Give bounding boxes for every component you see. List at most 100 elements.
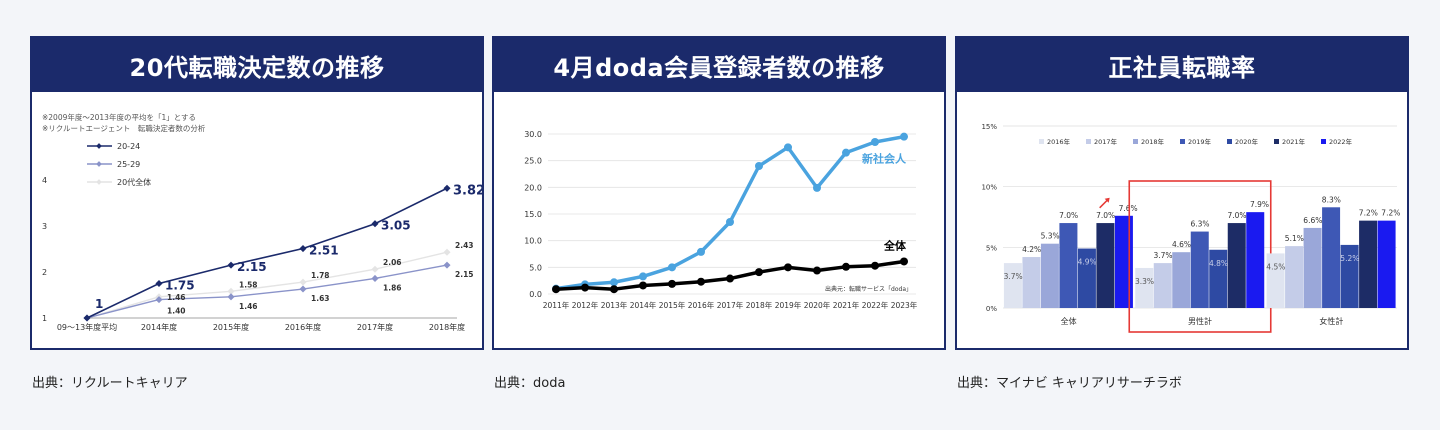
data-label: 1.46 [167,293,186,302]
series-line [86,187,448,319]
data-point [299,278,307,286]
panel-title: 4月doda会員登録者数の推移 [494,38,944,92]
y-tick-label: 5.0 [529,263,542,272]
data-point [83,314,91,322]
y-tick-label: 10% [981,184,997,192]
data-point [813,183,821,192]
data-label: 7.6% [1119,204,1138,213]
x-tick-label: 2017年 [717,300,744,310]
x-tick-label: 2014年 [630,300,657,310]
data-label: 7.0% [1096,211,1115,220]
data-label: 5.1% [1285,234,1304,243]
data-label: 1.86 [383,283,402,292]
data-point [227,261,235,269]
data-point [227,287,235,295]
data-point [900,132,908,141]
data-label: 5.3% [1041,232,1060,241]
data-label: 8.3% [1322,195,1341,204]
panel-mynavi: 正社員転職率 0% 5% 10% 15% 2016年 2017年 2018年 2019年 202… [955,36,1409,350]
legend-swatch [1321,139,1326,144]
data-label: 3.7% [1004,272,1023,281]
y-tick-label: 10.0 [524,237,542,246]
bar [1077,248,1096,308]
legend-marker [96,143,102,149]
chart-1: ※2009年度～2013年度の平均を「1」とする※リクルートエージェント 転職決… [42,112,482,332]
data-point [842,148,850,157]
legend-label: 2021年 [1282,137,1306,146]
y-tick-label: 20.0 [524,183,542,192]
data-label: 7.2% [1359,209,1378,218]
data-label: 1.46 [239,302,258,311]
data-label: 6.3% [1190,220,1209,229]
chart-2-area: 0.0 5.0 10.0 15.0 20.0 25.0 30.0 2011年 2012年 2013… [494,92,944,348]
data-point [443,248,451,256]
x-tick-label: 全体 [1061,316,1077,326]
x-tick-label: 2016年 [688,300,715,310]
data-label: 7.0% [1227,211,1246,220]
legend-label: 20-24 [117,142,140,151]
chart-note: ※2009年度～2013年度の平均を「1」とする [42,112,196,122]
data-label: 2.51 [309,244,339,258]
panel-title: 正社員転職率 [957,38,1407,92]
data-point [581,283,589,292]
legend-label: 2016年 [1047,137,1071,146]
x-tick-label: 2014年度 [141,322,177,332]
bar [1135,267,1154,308]
data-label: 4.5% [1266,262,1285,271]
bar [1340,244,1359,308]
x-tick-label: 2023年 [891,300,918,310]
data-label: 7.9% [1250,200,1269,209]
legend-label: 2018年 [1141,137,1165,146]
x-tick-label: 2020年 [804,300,831,310]
y-tick-label: 1 [42,314,47,323]
x-tick-label: 2017年度 [357,322,393,332]
data-label: 3.3% [1135,277,1154,286]
legend-swatch [1180,139,1185,144]
bar [1059,223,1078,308]
y-tick-label: 30.0 [524,130,542,139]
series-label: 全体 [883,238,907,252]
data-label: 6.6% [1303,216,1322,225]
data-label: 2.43 [455,241,474,250]
data-label: 1.75 [165,279,195,293]
panel-title: 20代転職決定数の推移 [32,38,482,92]
data-point [639,272,647,281]
x-tick-label: 2018年度 [429,322,465,332]
series-line [86,264,448,319]
data-label: 4.8% [1209,259,1228,268]
data-point [784,263,792,272]
chart-3: 0% 5% 10% 15% 2016年 2017年 2018年 2019年 2020年 2021年… [981,123,1400,333]
legend-swatch [1227,139,1232,144]
series-line [86,251,448,319]
data-label: 1.78 [311,271,330,280]
data-label: 1.40 [167,307,186,316]
y-tick-label: 15.0 [524,210,542,219]
data-point [726,274,734,283]
bar [1153,263,1172,308]
bar [1227,223,1246,308]
data-point [784,143,792,152]
data-point [639,281,647,290]
data-point [755,162,763,170]
bar [1377,220,1396,308]
bar [1359,220,1378,308]
chart-source-note: 出典元：転職サービス「doda」 [825,285,912,293]
bar [1190,231,1209,308]
data-point [726,218,734,226]
bar [1040,243,1059,308]
legend-label: 2022年 [1329,137,1353,146]
bar [1322,207,1341,308]
arrow-icon [1104,197,1110,203]
legend-swatch [1039,139,1044,144]
data-point [842,262,850,271]
y-tick-label: 25.0 [524,157,542,166]
legend-marker [96,161,102,167]
y-tick-label: 4 [42,176,47,185]
data-label: 7.2% [1381,209,1400,218]
bar [1246,212,1265,308]
data-point [227,293,235,301]
source-note: 出典：リクルートキャリア [32,376,188,391]
chart-1-area: ※2009年度～2013年度の平均を「1」とする ※リクルートエージェント 転職決… [32,92,482,348]
x-tick-label: 2015年 [659,300,686,310]
data-point [871,261,879,270]
